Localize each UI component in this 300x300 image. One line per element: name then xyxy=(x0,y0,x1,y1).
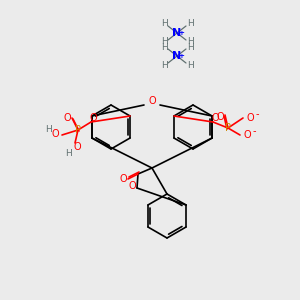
Text: H: H xyxy=(160,43,167,52)
Text: P: P xyxy=(225,123,231,133)
Text: H: H xyxy=(187,61,194,70)
Text: O: O xyxy=(216,112,224,122)
Text: H: H xyxy=(160,20,167,28)
Text: O: O xyxy=(246,113,254,123)
Text: H: H xyxy=(160,38,167,46)
Text: O: O xyxy=(243,130,251,140)
Text: O: O xyxy=(63,113,71,123)
Text: -: - xyxy=(252,126,256,136)
Text: O: O xyxy=(89,113,97,123)
Text: O: O xyxy=(119,174,127,184)
Text: N: N xyxy=(172,51,182,61)
Text: O: O xyxy=(73,142,81,152)
Text: H: H xyxy=(187,20,194,28)
Text: H: H xyxy=(45,125,51,134)
Text: -: - xyxy=(255,109,259,119)
Text: O: O xyxy=(128,181,136,191)
Text: H: H xyxy=(160,61,167,70)
Text: H: H xyxy=(66,148,72,158)
Text: H: H xyxy=(187,38,194,46)
Text: N: N xyxy=(172,28,182,38)
Text: P: P xyxy=(75,125,81,135)
Text: H: H xyxy=(187,43,194,52)
Text: O: O xyxy=(148,96,156,106)
Text: +: + xyxy=(178,53,184,59)
Text: +: + xyxy=(178,30,184,36)
Text: O: O xyxy=(211,113,219,123)
Text: O: O xyxy=(51,129,59,139)
